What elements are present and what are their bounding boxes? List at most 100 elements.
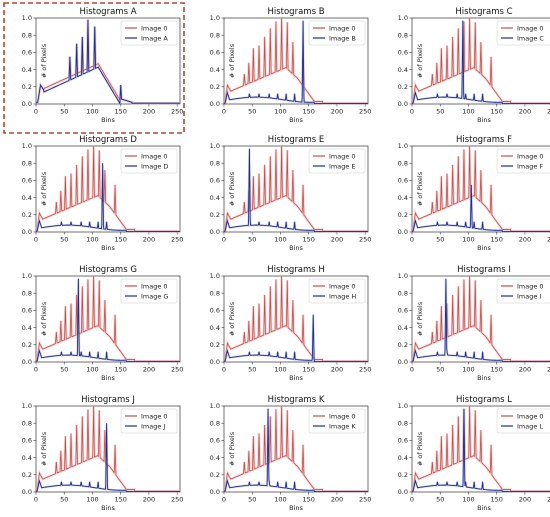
legend-box	[308, 148, 366, 174]
x-tick-label: 0	[222, 496, 226, 504]
series-line-comparison	[36, 163, 180, 233]
legend: Image 0 Image K	[308, 408, 366, 434]
y-tick-label: 0.8	[22, 419, 32, 427]
y-tick-label: 0.0	[210, 358, 220, 366]
panel-title: Histograms G	[79, 265, 137, 275]
y-axis-label: # of Pixels	[416, 171, 424, 206]
y-tick-label: 0.2	[210, 83, 220, 91]
y-tick-label: 1.0	[22, 14, 32, 22]
y-tick-label: 0.8	[398, 31, 408, 39]
y-tick-label: 0.0	[210, 228, 220, 236]
y-tick-label: 1.0	[210, 402, 220, 410]
panel-title: Histograms H	[267, 265, 325, 275]
y-tick-label: 0.4	[398, 194, 408, 202]
x-tick-label: 100	[462, 366, 474, 374]
legend-label: Image C	[517, 34, 544, 42]
chart-panel: Histograms K 0.0 0.2 0.4 0.6 0.8 1.0 0 50 100 150 2…	[210, 395, 372, 512]
x-tick-label: 100	[462, 236, 474, 244]
y-axis-label: # of Pixels	[416, 43, 424, 78]
legend-box	[308, 408, 366, 434]
chart-panel: Histograms H 0.0 0.2 0.4 0.6 0.8 1.0 0 50 100 150 2…	[210, 265, 372, 382]
y-tick-label: 0.6	[22, 49, 32, 57]
y-axis-label: # of Pixels	[416, 301, 424, 336]
x-axis-label: Bins	[289, 116, 303, 124]
y-tick-label: 0.8	[210, 289, 220, 297]
series-line-comparison	[36, 19, 180, 105]
panel-title: Histograms E	[268, 135, 325, 145]
series-line-comparison	[36, 278, 180, 363]
x-tick-label: 150	[114, 108, 126, 116]
legend-label: Image 0	[517, 282, 544, 290]
x-tick-label: 0	[410, 108, 414, 116]
y-tick-label: 0.0	[22, 100, 32, 108]
x-tick-label: 150	[114, 236, 126, 244]
x-tick-label: 250	[171, 108, 183, 116]
x-tick-label: 0	[410, 496, 414, 504]
chart-panel: Histograms L 0.0 0.2 0.4 0.6 0.8 1.0 0 50 100 150 2…	[398, 395, 550, 512]
x-tick-label: 100	[274, 108, 286, 116]
legend-box	[496, 408, 550, 434]
x-tick-label: 250	[547, 236, 550, 244]
x-tick-label: 50	[60, 496, 68, 504]
x-tick-label: 150	[114, 366, 126, 374]
y-tick-label: 0.0	[22, 228, 32, 236]
legend-label: Image 0	[141, 152, 168, 160]
legend-label: Image 0	[517, 152, 544, 160]
x-tick-label: 200	[331, 236, 343, 244]
chart-panel: Histograms J 0.0 0.2 0.4 0.6 0.8 1.0 0 50 100 150 2…	[22, 395, 184, 512]
y-tick-label: 0.8	[22, 159, 32, 167]
legend-label: Image J	[141, 422, 165, 430]
y-axis-label: # of Pixels	[228, 171, 236, 206]
legend-label: Image L	[517, 422, 543, 430]
x-tick-label: 250	[359, 236, 371, 244]
y-tick-label: 0.4	[22, 454, 32, 462]
x-tick-label: 150	[490, 366, 502, 374]
series-line-comparison	[412, 184, 550, 233]
x-axis-label: Bins	[101, 504, 115, 512]
panel-title: Histograms I	[457, 265, 511, 275]
y-tick-label: 0.2	[210, 211, 220, 219]
y-tick-label: 0.6	[210, 437, 220, 445]
panel-title: Histograms F	[456, 135, 512, 145]
x-tick-label: 250	[359, 108, 371, 116]
x-axis-label: Bins	[101, 116, 115, 124]
y-tick-label: 0.6	[22, 307, 32, 315]
x-tick-label: 250	[359, 496, 371, 504]
y-tick-label: 0.8	[210, 419, 220, 427]
y-axis-label: # of Pixels	[228, 431, 236, 466]
y-tick-label: 0.2	[22, 341, 32, 349]
x-tick-label: 150	[302, 108, 314, 116]
x-tick-label: 200	[519, 108, 531, 116]
y-tick-label: 1.0	[398, 142, 408, 150]
x-tick-label: 50	[60, 108, 68, 116]
y-axis-label: # of Pixels	[228, 43, 236, 78]
series-line-comparison	[412, 408, 550, 493]
legend-box	[120, 148, 178, 174]
y-tick-label: 0.6	[210, 307, 220, 315]
series-line-comparison	[224, 20, 368, 105]
y-tick-label: 0.8	[210, 31, 220, 39]
y-tick-label: 1.0	[210, 272, 220, 280]
legend: Image 0 Image A	[120, 20, 178, 46]
x-tick-label: 200	[519, 236, 531, 244]
legend-label: Image 0	[141, 24, 168, 32]
y-tick-label: 0.0	[22, 358, 32, 366]
x-tick-label: 100	[86, 108, 98, 116]
y-tick-label: 0.0	[398, 228, 408, 236]
y-tick-label: 0.2	[398, 211, 408, 219]
x-tick-label: 50	[436, 236, 444, 244]
panel-title: Histograms J	[81, 395, 135, 405]
y-tick-label: 0.0	[398, 358, 408, 366]
x-tick-label: 150	[490, 108, 502, 116]
x-tick-label: 50	[248, 236, 256, 244]
x-axis-label: Bins	[477, 244, 491, 252]
legend-box	[496, 20, 550, 46]
legend-box	[120, 20, 178, 46]
y-tick-label: 0.2	[398, 341, 408, 349]
y-tick-label: 0.2	[398, 83, 408, 91]
series-line-comparison	[412, 278, 550, 363]
x-tick-label: 150	[114, 496, 126, 504]
x-axis-label: Bins	[289, 244, 303, 252]
y-axis-label: # of Pixels	[40, 301, 48, 336]
